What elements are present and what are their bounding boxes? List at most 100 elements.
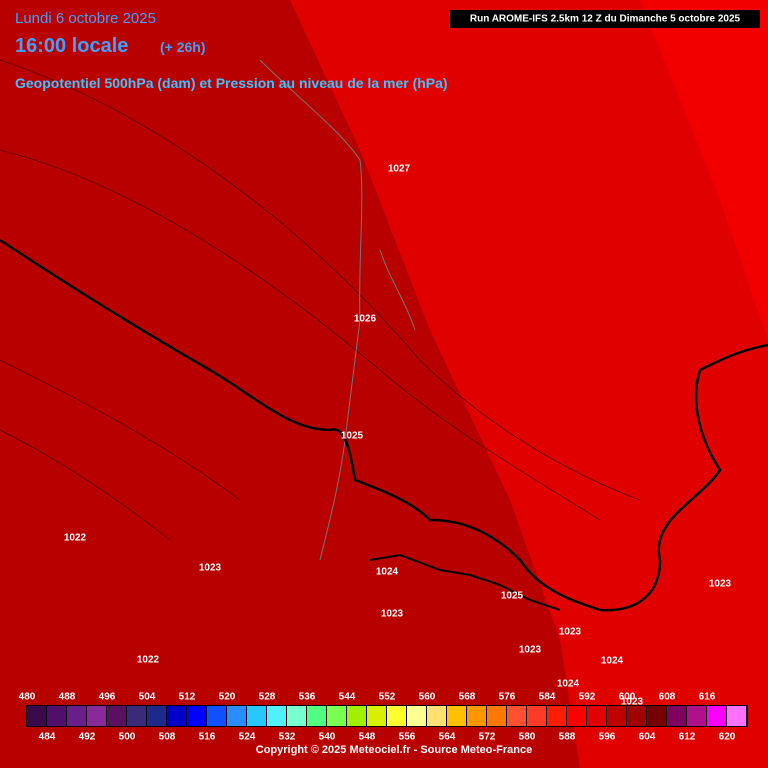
- legend-swatch: [667, 706, 686, 726]
- isobar-label: 1023: [559, 627, 582, 638]
- legend-label: 592: [579, 692, 596, 703]
- legend-swatch: [447, 706, 466, 726]
- zone-light: [290, 0, 768, 768]
- legend-swatch: [187, 706, 206, 726]
- legend-swatch: [107, 706, 126, 726]
- legend-swatch: [267, 706, 286, 726]
- legend-label: 620: [719, 732, 736, 743]
- legend-swatch: [347, 706, 366, 726]
- legend-label: 544: [339, 692, 356, 703]
- legend-swatch: [327, 706, 346, 726]
- time: 16:00 locale: [15, 35, 128, 57]
- legend-swatch: [227, 706, 246, 726]
- legend-label: 552: [379, 692, 396, 703]
- isobar-label: 1022: [137, 655, 160, 666]
- contour: [0, 59, 641, 501]
- isobar-label: 1025: [501, 591, 524, 602]
- run-box: [450, 10, 760, 28]
- legend-label: 572: [479, 732, 496, 743]
- legend-label: 604: [639, 732, 656, 743]
- legend-label: 580: [519, 732, 536, 743]
- legend-label: 512: [179, 692, 196, 703]
- legend-label: 500: [119, 732, 136, 743]
- legend-swatch: [487, 706, 506, 726]
- legend-swatch: [647, 706, 666, 726]
- legend-swatch: [47, 706, 66, 726]
- legend-swatch: [607, 706, 626, 726]
- legend-swatch: [127, 706, 146, 726]
- legend-label: 504: [139, 692, 156, 703]
- legend-label: 600: [619, 692, 636, 703]
- legend-label: 528: [259, 692, 276, 703]
- legend-swatch: [727, 706, 746, 726]
- isobar-label: 1024: [601, 656, 624, 667]
- legend-swatch: [467, 706, 486, 726]
- legend-label: 508: [159, 732, 176, 743]
- legend-swatch: [207, 706, 226, 726]
- legend-swatch: [247, 706, 266, 726]
- legend-label: 584: [539, 692, 556, 703]
- legend-label: 488: [59, 692, 76, 703]
- legend-swatch: [527, 706, 546, 726]
- legend-label: 588: [559, 732, 576, 743]
- legend-label: 536: [299, 692, 316, 703]
- legend-label: 540: [319, 732, 336, 743]
- legend-label: 516: [199, 732, 216, 743]
- isobar-label: 1023: [519, 645, 542, 656]
- legend-swatch: [567, 706, 586, 726]
- legend-swatch: [27, 706, 46, 726]
- legend-swatch: [287, 706, 306, 726]
- legend-label: 496: [99, 692, 116, 703]
- legend-label: 492: [79, 732, 96, 743]
- legend-label: 608: [659, 692, 676, 703]
- copyright: Copyright © 2025 Meteociel.fr - Source M…: [256, 744, 532, 756]
- lead-time: (+ 26h): [160, 39, 206, 55]
- coastline: [259, 59, 416, 561]
- legend-label: 520: [219, 692, 236, 703]
- legend-label: 524: [239, 732, 256, 743]
- legend-swatch: [427, 706, 446, 726]
- isobar-label: 1023: [381, 609, 404, 620]
- isobar-label: 1022: [64, 533, 87, 544]
- zone-dark: [0, 0, 580, 768]
- legend-swatch: [67, 706, 86, 726]
- run-info: Run AROME-IFS 2.5km 12 Z du Dimanche 5 o…: [470, 14, 741, 25]
- legend-swatch: [387, 706, 406, 726]
- legend-swatch: [687, 706, 706, 726]
- estuary: [379, 249, 416, 331]
- legend-label: 576: [499, 692, 516, 703]
- legend-label: 480: [19, 692, 36, 703]
- legend-label: 548: [359, 732, 376, 743]
- zone-lightest: [640, 0, 768, 340]
- legend-label: 568: [459, 692, 476, 703]
- isobar-label: 1025: [341, 431, 364, 442]
- legend-label: 616: [699, 692, 716, 703]
- legend-swatch: [587, 706, 606, 726]
- contour: [0, 429, 171, 541]
- legend-swatch: [507, 706, 526, 726]
- legend-swatch: [167, 706, 186, 726]
- isobar-label: 1026: [354, 314, 377, 325]
- isobar-label: 1024: [376, 567, 399, 578]
- legend-label: 612: [679, 732, 696, 743]
- geopotential-lines: [0, 59, 641, 541]
- isobar-label: 1023: [621, 697, 644, 708]
- border: [369, 553, 561, 611]
- contour: [0, 359, 241, 501]
- border: [0, 238, 768, 612]
- legend-label: 556: [399, 732, 416, 743]
- legend-swatch: [407, 706, 426, 726]
- legend-label: 564: [439, 732, 456, 743]
- legend-swatch: [147, 706, 166, 726]
- isobar-label: 1023: [199, 563, 222, 574]
- field-name: Geopotentiel 500hPa (dam) et Pression au…: [15, 75, 448, 91]
- coast: [259, 59, 363, 561]
- legend-label: 560: [419, 692, 436, 703]
- isobar-label: 1023: [709, 579, 732, 590]
- legend-label: 532: [279, 732, 296, 743]
- legend-swatch: [627, 706, 646, 726]
- legend-swatch: [547, 706, 566, 726]
- date: Lundi 6 octobre 2025: [15, 10, 156, 27]
